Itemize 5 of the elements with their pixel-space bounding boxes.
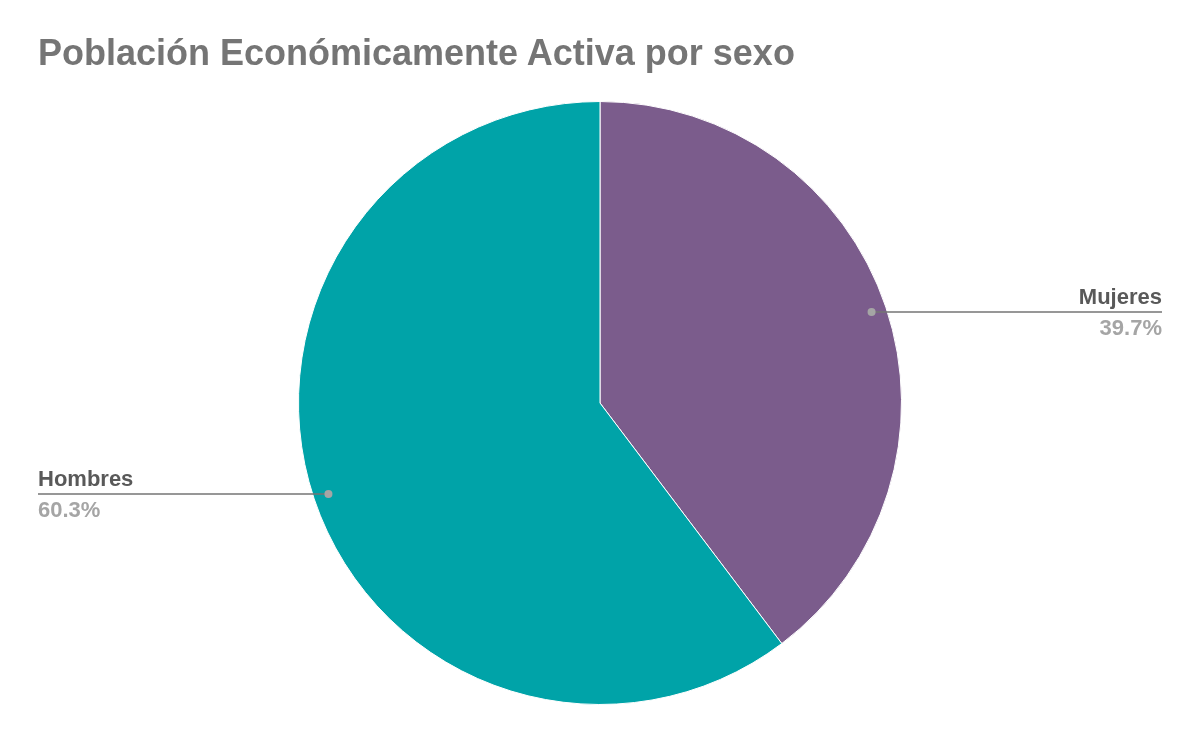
- slice-label: Hombres: [38, 466, 134, 492]
- chart-title: Población Económicamente Activa por sexo: [38, 32, 795, 74]
- data-label: 60.3%: [38, 497, 101, 523]
- slice-label: Mujeres: [1078, 283, 1162, 309]
- data-label: 39.7%: [1099, 314, 1162, 340]
